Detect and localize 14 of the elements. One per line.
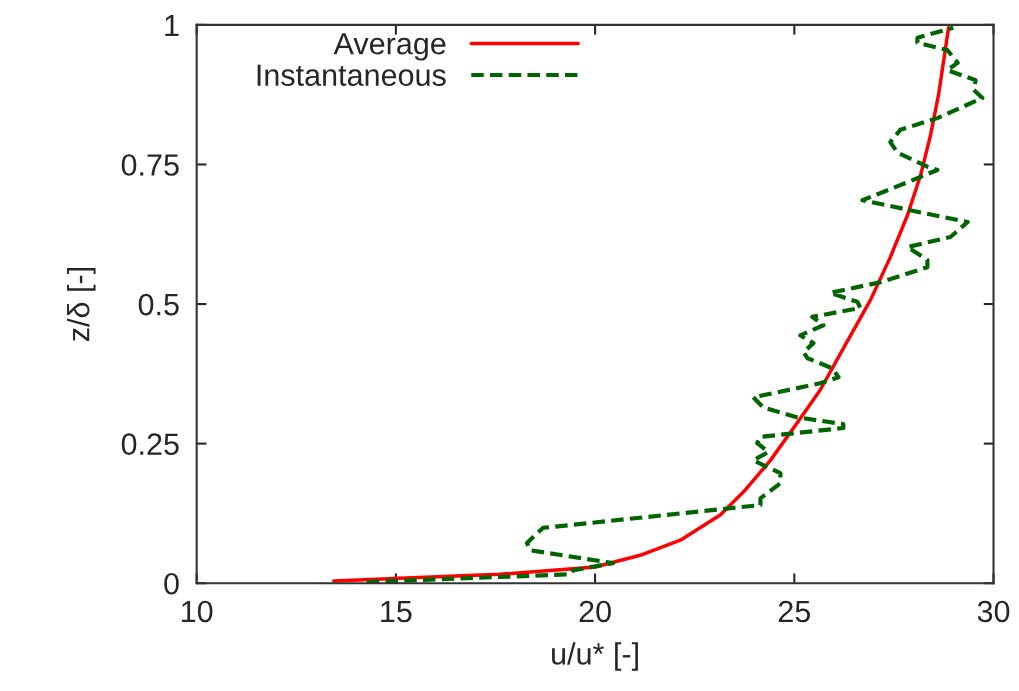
x-tick-label: 15 [381, 600, 412, 623]
y-axis-title: z/δ [-] [67, 268, 96, 342]
y-tick-label: 0.25 [121, 433, 179, 455]
x-tick-label: 20 [579, 600, 611, 623]
x-tick-label: 25 [778, 600, 811, 623]
x-tick-label: 10 [182, 600, 213, 623]
y-tick-label: 1 [165, 14, 179, 36]
y-tick-label: 0 [164, 572, 179, 595]
legend-label: Average [333, 33, 446, 61]
y-tick-label: 0.5 [138, 293, 179, 316]
x-tick-label: 30 [977, 600, 1010, 623]
y-tick-label: 0.75 [121, 154, 179, 176]
legend-label: Instantaneous [257, 64, 446, 87]
x-axis-title: u/u* [-] [552, 642, 638, 671]
